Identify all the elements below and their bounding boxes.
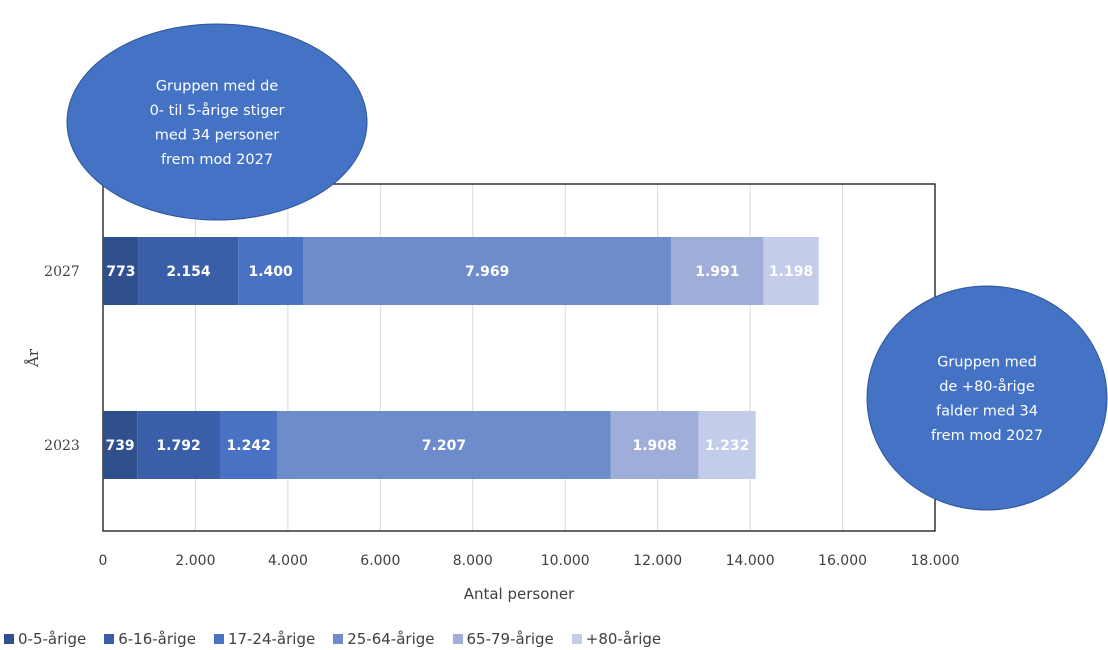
x-tick-label: 16.000 xyxy=(818,553,867,569)
legend-label: 0-5-årige xyxy=(18,630,87,648)
x-axis-title: Antal personer xyxy=(464,585,575,603)
y-axis-title: År xyxy=(24,348,42,368)
data-label: 739 xyxy=(105,438,134,454)
data-label: 1.991 xyxy=(695,264,739,280)
bar-segment xyxy=(137,411,220,479)
data-label: 7.969 xyxy=(465,264,509,280)
x-tick-label: 6.000 xyxy=(360,553,400,569)
legend-item: 6-16-årige xyxy=(104,630,196,648)
bar-segment xyxy=(303,237,672,305)
bar-segment xyxy=(763,237,819,305)
x-tick-label: 12.000 xyxy=(633,553,682,569)
x-tick-label: 8.000 xyxy=(453,553,493,569)
annotation-text-line: falder med 34 xyxy=(936,403,1038,419)
bar-segment xyxy=(698,411,756,479)
bar-segment xyxy=(610,411,699,479)
legend-swatch xyxy=(104,634,115,644)
data-label: 1.232 xyxy=(705,438,749,454)
x-tick-label: 18.000 xyxy=(911,553,960,569)
bar-segment xyxy=(671,237,764,305)
legend-item: 17-24-årige xyxy=(213,630,316,648)
data-label: 1.792 xyxy=(156,438,200,454)
data-label: 1.198 xyxy=(769,264,813,280)
annotation-text-line: Gruppen med de xyxy=(156,78,279,94)
legend-label: 65-79-årige xyxy=(466,630,554,648)
x-tick-label: 14.000 xyxy=(726,553,775,569)
data-label: 1.242 xyxy=(227,438,271,454)
data-label: 1.400 xyxy=(248,264,293,280)
legend-label: +80-årige xyxy=(585,630,662,648)
data-label: 2.154 xyxy=(166,264,211,280)
annotation-ellipse xyxy=(66,23,368,221)
x-tick-label: 10.000 xyxy=(541,553,590,569)
annotation-text-line: frem mod 2027 xyxy=(161,152,273,168)
legend-swatch xyxy=(4,634,14,644)
annotation-text-line: med 34 personer xyxy=(155,127,280,143)
y-category-label: 2023 xyxy=(44,438,80,454)
y-category-label: 2027 xyxy=(44,264,80,280)
legend-item: 25-64-årige xyxy=(333,630,435,648)
bar-segment xyxy=(277,411,611,479)
bar-segment xyxy=(138,237,239,305)
y-axis-categories: 2027 2023 xyxy=(44,264,80,454)
legend-swatch xyxy=(452,634,463,644)
annotation-bubble-0-5: Gruppen med de 0- til 5-årige stiger med 3… xyxy=(66,23,368,221)
annotation-bubble-80plus: Gruppen med de +80-årige falder med 34 frem… xyxy=(866,285,1108,511)
legend-label: 17-24-årige xyxy=(227,630,316,648)
x-tick-label: 2.000 xyxy=(175,553,215,569)
x-tick-label: 4.000 xyxy=(268,553,308,569)
legend-swatch xyxy=(333,634,344,644)
legend-item: 65-79-årige xyxy=(452,630,554,648)
legend-label: 25-64-årige xyxy=(347,630,435,648)
annotation-text-line: Gruppen med xyxy=(937,354,1037,370)
annotation-text-line: frem mod 2027 xyxy=(931,428,1043,444)
x-tick-label: 0 xyxy=(99,553,108,569)
legend-swatch xyxy=(213,634,224,644)
annotation-text-line: de +80-årige xyxy=(939,378,1035,395)
data-label: 7.207 xyxy=(422,438,466,454)
annotation-text-line: 0- til 5-årige stiger xyxy=(150,102,285,119)
legend: 0-5-årige 6-16-årige 17-24-årige 25-64-årig… xyxy=(4,628,679,650)
bar-segments xyxy=(103,237,819,479)
legend-label: 6-16-årige xyxy=(118,630,196,648)
legend-swatch xyxy=(571,634,582,644)
bar-segment xyxy=(219,411,278,479)
bar-segment xyxy=(238,237,304,305)
legend-item: +80-årige xyxy=(571,630,662,648)
legend-item: 0-5-årige xyxy=(4,630,86,648)
stacked-bar-chart: 773 2.154 1.400 7.969 1.991 1.198 739 1.792 1.24… xyxy=(24,23,1108,603)
bar-segment xyxy=(103,411,138,479)
bar-segment xyxy=(103,237,139,305)
data-labels: 773 2.154 1.400 7.969 1.991 1.198 739 1.792 1.24… xyxy=(105,264,813,454)
data-label: 773 xyxy=(106,264,135,280)
x-axis-ticks: 0 2.000 4.000 6.000 8.000 10.000 12.000 14.000 1… xyxy=(99,553,960,569)
annotation-ellipse xyxy=(866,285,1108,511)
data-label: 1.908 xyxy=(632,438,676,454)
